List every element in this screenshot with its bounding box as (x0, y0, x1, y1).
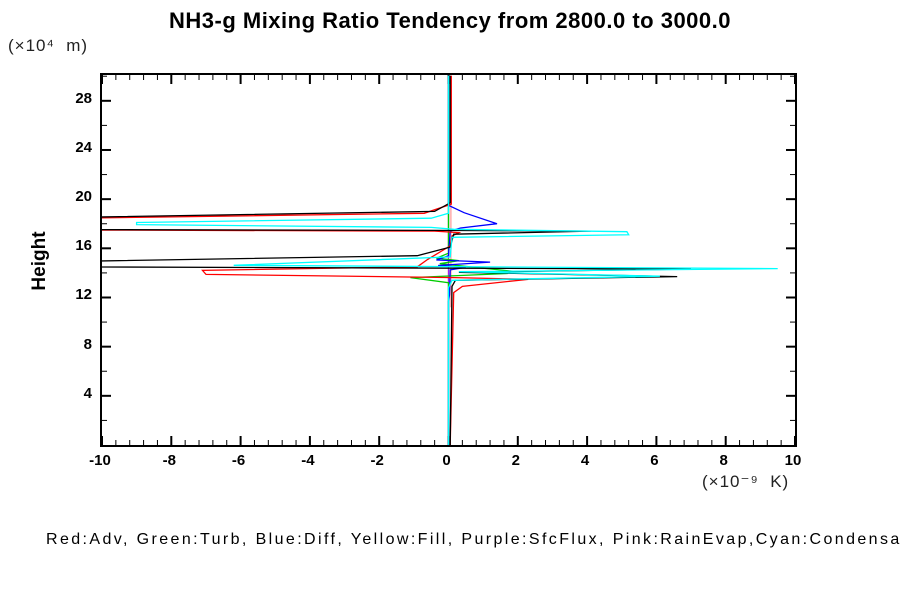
x-tick-label: -6 (231, 452, 246, 469)
chart-canvas (102, 75, 795, 445)
y-axis-unit-label: (×10⁴ m) (8, 36, 89, 55)
series-Condensation (135, 75, 778, 445)
legend-text: Red:Adv, Green:Turb, Blue:Diff, Yellow:F… (46, 531, 900, 548)
y-tick-label: 24 (75, 138, 92, 156)
x-tick-label: 0 (442, 452, 451, 469)
y-tick-label: 28 (75, 89, 92, 107)
series-Diff (436, 75, 498, 445)
series-Adv (102, 75, 529, 445)
y-tick-label: 12 (75, 286, 92, 304)
y-axis-label: Height (29, 231, 50, 291)
x-tick-label: -4 (301, 452, 315, 469)
x-tick-label: 4 (580, 452, 590, 469)
plot-area (100, 73, 797, 447)
x-tick-label: 10 (784, 452, 802, 469)
y-tick-label: 4 (83, 384, 92, 402)
series-unlabeled-black (102, 75, 692, 445)
y-tick-label: 20 (75, 188, 92, 206)
x-tick-label: 6 (650, 452, 659, 469)
x-tick-label: 8 (719, 452, 728, 469)
x-tick-label: 2 (511, 452, 520, 469)
chart-title: NH3-g Mixing Ratio Tendency from 2800.0 … (168, 8, 732, 33)
y-tick-label: 8 (83, 335, 92, 353)
x-tick-label: -8 (162, 452, 176, 469)
x-tick-label: -10 (89, 452, 111, 469)
x-tick-label: -2 (370, 452, 384, 469)
x-axis-unit-label: (×10⁻⁹ K) (702, 472, 790, 491)
y-tick-label: 16 (75, 237, 92, 255)
